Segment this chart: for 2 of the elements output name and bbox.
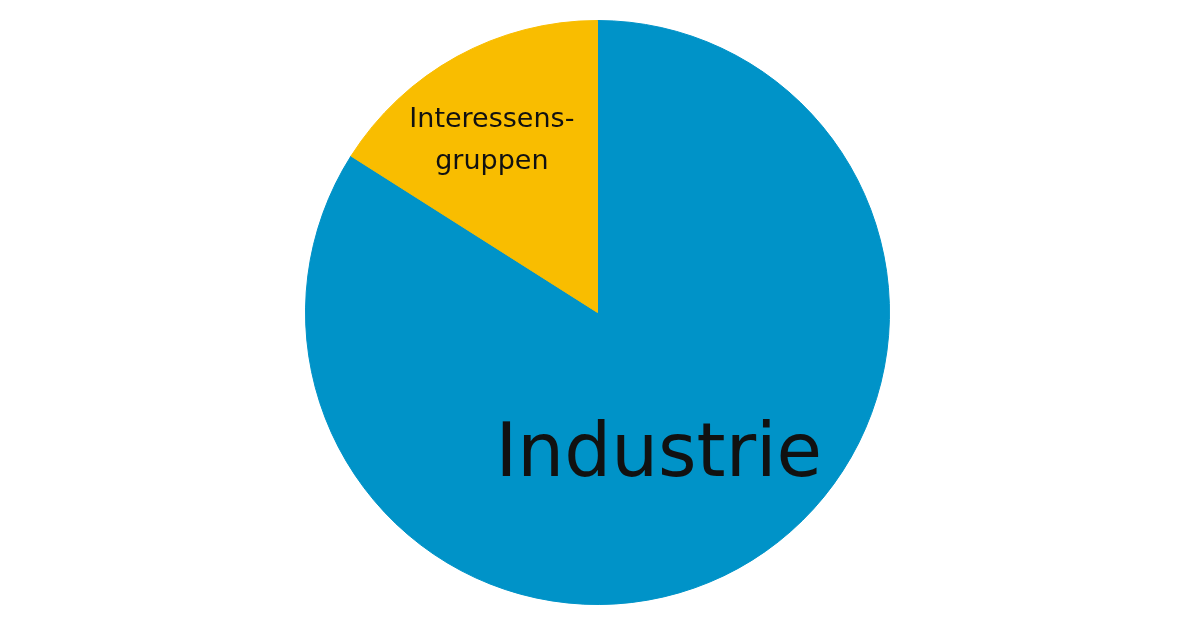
slice-label: Industrie <box>495 406 823 493</box>
slice-label: Interessens- gruppen <box>409 102 575 175</box>
